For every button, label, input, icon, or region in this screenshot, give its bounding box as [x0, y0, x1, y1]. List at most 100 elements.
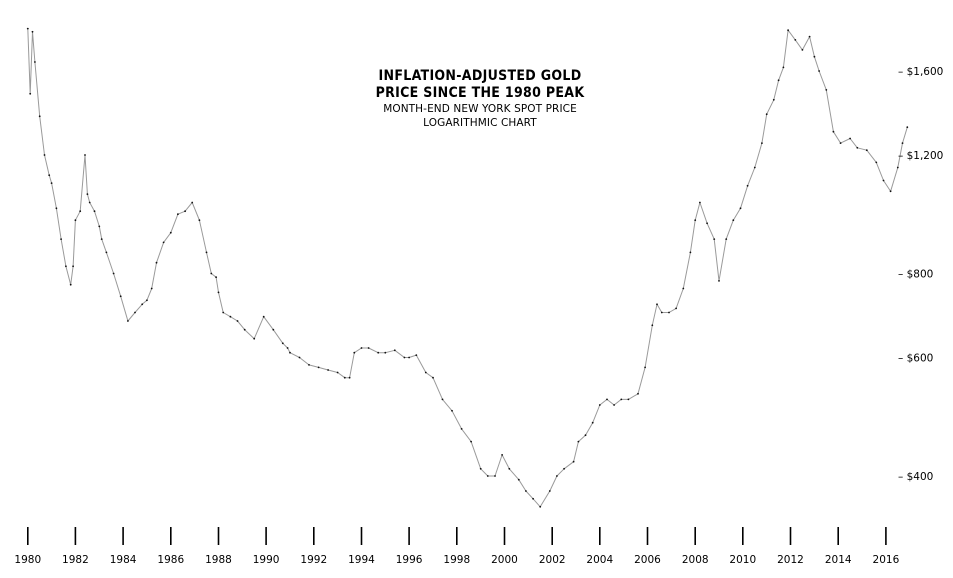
x-tick-label: 2000	[491, 554, 518, 566]
x-tick-label: 1998	[443, 554, 470, 566]
price-point	[801, 49, 804, 51]
price-point	[901, 142, 904, 145]
price-point	[29, 92, 32, 95]
chart-title-line2: PRICE SINCE THE 1980 PEAK	[375, 85, 585, 101]
price-point	[60, 238, 62, 241]
price-point	[31, 30, 34, 33]
price-point	[141, 303, 144, 306]
price-point	[539, 505, 542, 508]
x-tick-label: 2006	[634, 554, 661, 566]
price-point	[808, 35, 811, 38]
price-point	[198, 219, 201, 222]
price-point	[353, 351, 356, 354]
price-point	[606, 398, 608, 401]
chart-title-block: INFLATION-ADJUSTED GOLD PRICE SINCE THE …	[330, 68, 630, 130]
price-point	[668, 311, 670, 314]
price-point	[656, 303, 658, 306]
price-point	[479, 467, 482, 470]
price-point	[327, 369, 329, 371]
x-tick-label: 2016	[873, 554, 900, 566]
price-point	[408, 356, 410, 359]
price-point	[501, 454, 503, 456]
price-point	[451, 409, 453, 412]
price-point	[177, 213, 179, 216]
price-point	[286, 347, 289, 349]
price-point	[308, 364, 310, 366]
price-point	[753, 166, 756, 169]
price-point	[432, 376, 434, 379]
price-point	[38, 115, 41, 118]
price-point	[262, 315, 265, 318]
price-point	[100, 238, 103, 241]
price-point	[772, 98, 775, 101]
x-tick-label: 1990	[253, 554, 280, 566]
price-point	[765, 113, 768, 116]
price-point	[215, 276, 218, 279]
x-tick-label: 2010	[729, 554, 756, 566]
price-point	[584, 434, 587, 437]
price-point	[72, 265, 74, 268]
price-point	[112, 272, 115, 275]
price-point	[415, 354, 418, 356]
price-point	[470, 440, 472, 443]
price-point	[119, 295, 122, 298]
y-tick-label: – $400	[898, 471, 933, 483]
price-point	[191, 201, 194, 204]
price-point	[343, 376, 346, 379]
x-tick-label: 1984	[110, 554, 137, 566]
price-point	[84, 154, 86, 156]
price-point	[367, 347, 370, 349]
x-tick-label: 2012	[777, 554, 804, 566]
x-axis-ticks: 1980 1982 1984 1986 1988 1990 1992 1994 1996 1998…	[14, 527, 900, 566]
price-point	[360, 347, 363, 349]
x-tick-label: 1992	[300, 554, 327, 566]
price-point	[210, 272, 213, 275]
price-point	[856, 146, 859, 149]
price-point	[184, 210, 187, 213]
price-point	[694, 219, 697, 222]
price-point	[818, 70, 820, 72]
price-point	[93, 210, 96, 213]
price-point	[403, 356, 406, 359]
price-point	[713, 238, 716, 241]
price-point	[88, 201, 91, 204]
price-point	[627, 398, 630, 401]
chart-title: INFLATION-ADJUSTED GOLD	[378, 68, 582, 84]
price-point	[882, 179, 885, 182]
price-point	[253, 337, 256, 340]
price-point	[272, 328, 275, 331]
price-point	[55, 207, 58, 210]
price-point	[281, 342, 284, 345]
price-point	[532, 497, 534, 500]
price-point	[424, 371, 427, 374]
price-point	[620, 398, 623, 401]
price-line-layer	[26, 27, 909, 508]
price-point	[393, 349, 396, 352]
x-tick-label: 1982	[62, 554, 89, 566]
price-point	[651, 324, 654, 327]
price-point	[298, 356, 301, 359]
y-tick-label: – $600	[898, 353, 933, 365]
price-point	[761, 142, 763, 145]
price-point	[598, 404, 601, 406]
x-tick-label: 2014	[825, 554, 852, 566]
price-point	[517, 478, 520, 481]
price-point	[896, 166, 899, 169]
price-point	[660, 311, 663, 314]
x-tick-label: 1980	[14, 554, 41, 566]
price-point	[875, 161, 878, 164]
price-point	[782, 66, 785, 69]
x-tick-label: 1986	[157, 554, 184, 566]
price-point	[644, 366, 646, 369]
price-point	[48, 174, 51, 177]
price-point	[865, 149, 868, 152]
price-point	[384, 351, 387, 354]
price-point	[577, 440, 580, 443]
price-point	[637, 392, 639, 395]
price-point	[777, 79, 780, 82]
price-point	[26, 27, 29, 30]
x-tick-label: 1994	[348, 554, 375, 566]
price-point	[548, 490, 551, 492]
price-point	[79, 210, 82, 213]
